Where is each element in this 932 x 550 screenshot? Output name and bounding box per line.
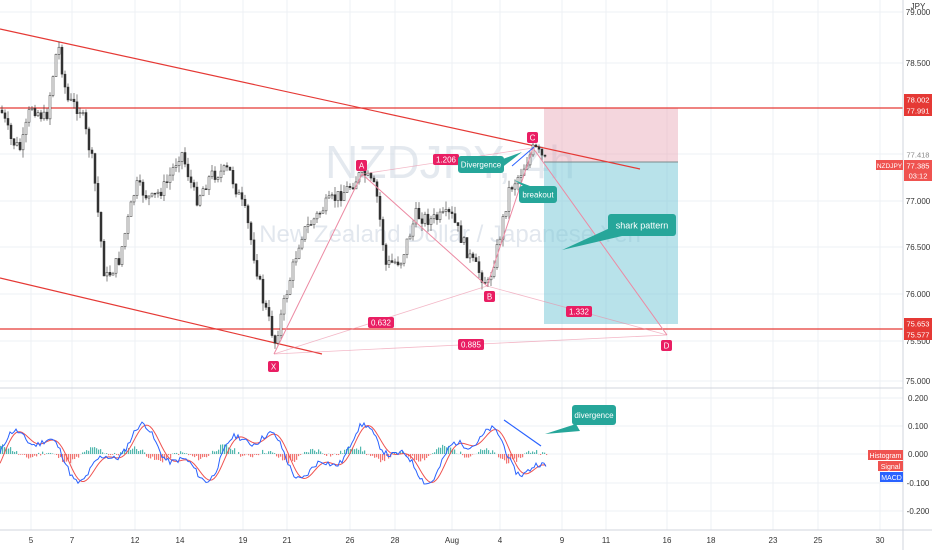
point-c-label: C <box>527 132 538 143</box>
svg-text:03:12: 03:12 <box>909 172 928 181</box>
svg-text:Histogram: Histogram <box>870 453 902 460</box>
svg-text:75.577: 75.577 <box>907 331 930 340</box>
price-tick-label: 79.000 <box>906 8 931 17</box>
price-axis-background[interactable] <box>903 0 932 550</box>
stop-loss-zone[interactable] <box>544 108 678 162</box>
price-tick-label: 76.500 <box>906 243 931 252</box>
time-tick-label: 18 <box>707 536 716 545</box>
time-tick-label: 28 <box>391 536 400 545</box>
price-tick-label: 76.000 <box>906 290 931 299</box>
svg-text:NZDJPY: NZDJPY <box>877 163 903 170</box>
macd-divergence-line[interactable] <box>503 419 542 447</box>
time-tick-label: 21 <box>283 536 292 545</box>
price-tick-label: 75.000 <box>906 377 931 386</box>
svg-text:breakout: breakout <box>522 191 554 200</box>
currency-label: JPY <box>911 2 926 11</box>
svg-text:MACD: MACD <box>881 475 902 482</box>
take-profit-zone[interactable] <box>544 162 678 324</box>
macd-legend-signal: Signal <box>878 461 903 471</box>
svg-text:divergence: divergence <box>574 411 614 420</box>
price-tick-label: 75.500 <box>906 337 931 346</box>
time-tick-label: 26 <box>346 536 355 545</box>
macd-legend-histogram: Histogram <box>868 450 903 460</box>
svg-text:77.418: 77.418 <box>907 151 930 160</box>
time-tick-label: 12 <box>131 536 140 545</box>
time-tick-label: 11 <box>602 536 611 545</box>
svg-text:Signal: Signal <box>881 464 901 471</box>
svg-text:0.885: 0.885 <box>461 341 482 350</box>
macd-divergence-callout[interactable]: divergence <box>545 405 616 434</box>
divergence-callout[interactable]: Divergence <box>458 152 522 173</box>
point-a-label: A <box>356 160 367 171</box>
breakout-callout[interactable]: breakout <box>514 180 557 203</box>
macd-tick-label: -0.100 <box>907 479 930 488</box>
price-divergence-line[interactable] <box>511 146 535 167</box>
macd-tick-label: 0.200 <box>908 394 929 403</box>
price-tick-label: 77.000 <box>906 197 931 206</box>
time-tick-label: 16 <box>663 536 672 545</box>
time-tick-label: 7 <box>70 536 75 545</box>
svg-text:B: B <box>487 293 492 302</box>
candlestick-series <box>0 41 547 349</box>
macd-tick-label: 0.000 <box>908 450 929 459</box>
ratio-label-bd: 1.332 <box>566 306 592 317</box>
point-b-label: B <box>484 291 495 302</box>
svg-text:Divergence: Divergence <box>461 161 502 170</box>
svg-text:0.632: 0.632 <box>371 319 392 328</box>
price-tag-77418: 77.418 <box>904 149 932 160</box>
time-tick-label: 5 <box>29 536 34 545</box>
price-tag-75577: 75.577 <box>904 329 932 340</box>
time-tick-label: Aug <box>445 536 459 545</box>
svg-text:75.653: 75.653 <box>907 320 930 329</box>
svg-text:1.206: 1.206 <box>436 156 457 165</box>
price-tag-77991: 77.991 <box>904 105 932 116</box>
downtrend-lower-line[interactable] <box>0 277 323 355</box>
ratio-label-ac: 1.206 <box>433 154 459 165</box>
ratio-label-xd: 0.885 <box>458 339 484 350</box>
shark-pattern-callout[interactable]: shark pattern <box>562 214 676 250</box>
time-axis-ticks[interactable]: 5 7 12 14 19 21 26 28 Aug 4 9 11 16 18 23 25 30 <box>29 536 885 545</box>
macd-pane <box>0 421 548 485</box>
time-tick-label: 14 <box>176 536 185 545</box>
time-tick-label: 4 <box>498 536 503 545</box>
svg-text:1.332: 1.332 <box>569 308 590 317</box>
svg-text:A: A <box>359 162 365 171</box>
point-x-label: X <box>268 361 279 372</box>
time-tick-label: 25 <box>814 536 823 545</box>
price-tag-78002: 78.002 <box>904 94 932 105</box>
macd-tick-label: -0.200 <box>907 507 930 516</box>
time-tick-label: 19 <box>239 536 248 545</box>
svg-text:D: D <box>664 342 670 351</box>
macd-signal-line <box>0 424 547 484</box>
time-tick-label: 9 <box>560 536 565 545</box>
ratio-label-xb: 0.632 <box>368 317 394 328</box>
time-tick-label: 30 <box>876 536 885 545</box>
svg-text:78.002: 78.002 <box>907 96 930 105</box>
svg-text:77.385: 77.385 <box>907 162 930 171</box>
macd-line <box>0 421 547 485</box>
svg-text:shark pattern: shark pattern <box>616 221 669 231</box>
chart-grid <box>0 0 903 530</box>
macd-tick-label: 0.100 <box>908 422 929 431</box>
svg-text:77.991: 77.991 <box>907 107 930 116</box>
price-tag-75653: 75.653 <box>904 318 932 329</box>
point-d-label: D <box>661 340 672 351</box>
price-tick-label: 78.500 <box>906 59 931 68</box>
svg-text:C: C <box>530 134 536 143</box>
svg-text:X: X <box>271 363 277 372</box>
current-price-tag: NZDJPY 77.385 03:12 <box>876 160 932 181</box>
time-tick-label: 23 <box>769 536 778 545</box>
macd-legend-macd: MACD <box>880 472 903 482</box>
